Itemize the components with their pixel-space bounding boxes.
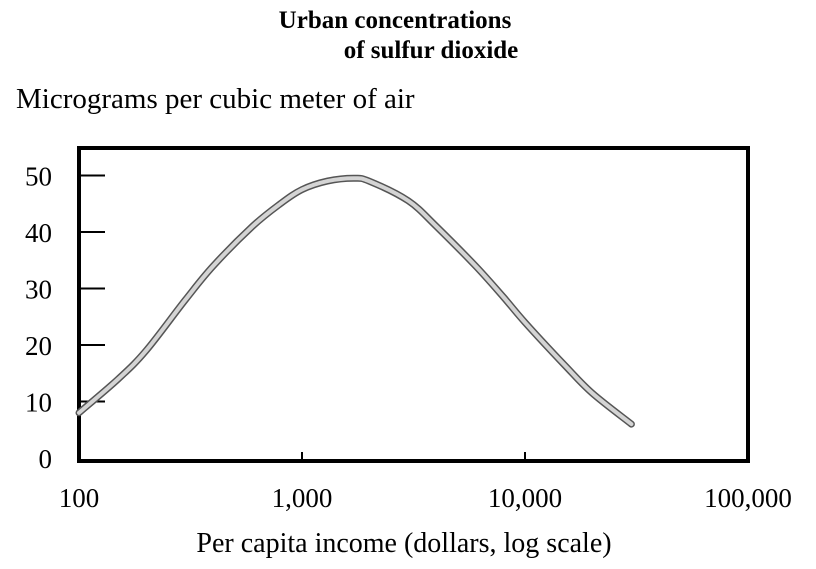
series-point xyxy=(592,393,593,394)
series-point xyxy=(118,378,119,379)
series-point xyxy=(185,299,186,300)
x-tick-label: 1,000 xyxy=(272,483,333,513)
series-point xyxy=(146,350,147,351)
chart-title-line-1: Urban concentrations xyxy=(278,7,512,34)
x-tick-label: 100 xyxy=(59,483,100,513)
series-point xyxy=(436,226,437,227)
series-line xyxy=(77,176,634,427)
series-point xyxy=(475,265,476,266)
x-axis-label: Per capita income (dollars, log scale) xyxy=(196,528,612,559)
plot-frame xyxy=(77,146,750,463)
series-point xyxy=(79,412,80,413)
series-line-outline xyxy=(75,174,635,428)
series-point xyxy=(302,189,303,190)
chart-title-line-2: of sulfur dioxide xyxy=(343,37,519,64)
series-point xyxy=(213,265,214,266)
x-axis-ticks: 100 1,000 10,000 100,000 xyxy=(59,452,792,513)
y-axis-ticks: 0 10 20 30 40 50 xyxy=(25,162,105,474)
series-point xyxy=(353,178,354,179)
series-group xyxy=(75,174,635,428)
series-point xyxy=(564,364,565,365)
series-point xyxy=(252,226,253,227)
series-point xyxy=(525,322,526,323)
series-point xyxy=(503,297,504,298)
y-axis-label: Micrograms per cubic meter of air xyxy=(16,83,415,115)
series-point xyxy=(369,181,370,182)
y-tick-label: 40 xyxy=(25,218,52,248)
x-tick-label: 10,000 xyxy=(488,483,562,513)
x-tick-label: 100,000 xyxy=(704,483,792,513)
series-point xyxy=(631,424,632,425)
y-tick-label: 50 xyxy=(25,162,52,192)
chart-title: Urban concentrations of sulfur dioxide xyxy=(0,6,816,66)
series-point xyxy=(408,200,409,201)
y-tick-label: 20 xyxy=(25,331,52,361)
series-point xyxy=(280,203,281,204)
y-tick-label: 30 xyxy=(25,275,52,305)
y-tick-label: 10 xyxy=(25,388,52,418)
series-point xyxy=(327,181,328,182)
y-tick-label: 0 xyxy=(39,444,53,474)
